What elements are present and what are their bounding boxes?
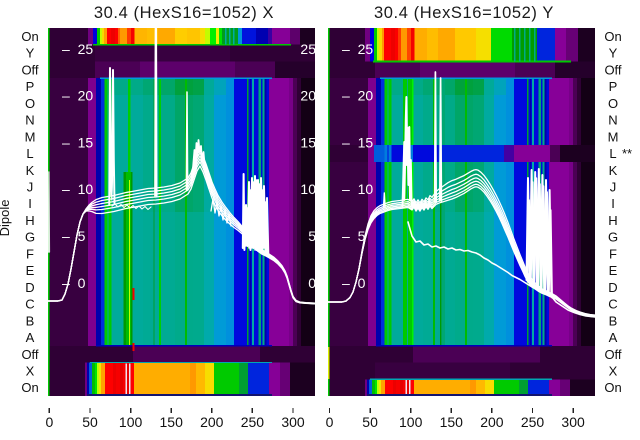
svg-text:L: L <box>609 146 616 161</box>
svg-text:50: 50 <box>82 414 98 430</box>
svg-text:M: M <box>25 129 36 144</box>
svg-text:E: E <box>26 263 35 278</box>
svg-text:G: G <box>608 230 618 245</box>
svg-text:X: X <box>26 364 35 379</box>
svg-text:– 20: – 20 <box>62 88 93 104</box>
svg-text:**: ** <box>622 146 632 161</box>
svg-text:B: B <box>609 313 618 328</box>
svg-text:A: A <box>26 330 35 345</box>
svg-text:O: O <box>25 96 35 111</box>
svg-text:P: P <box>609 79 618 94</box>
svg-text:C: C <box>25 297 34 312</box>
svg-text:J: J <box>27 180 34 195</box>
svg-text:Off: Off <box>604 347 621 362</box>
svg-text:– 20: – 20 <box>342 88 373 104</box>
svg-text:K: K <box>26 163 35 178</box>
svg-text:0: 0 <box>326 414 334 430</box>
svg-text:10: 10 <box>300 181 316 197</box>
svg-text:On: On <box>21 29 38 44</box>
svg-text:– 10: – 10 <box>62 181 93 197</box>
svg-text:– 5: – 5 <box>62 228 86 244</box>
svg-text:150: 150 <box>160 414 184 430</box>
svg-text:100: 100 <box>399 414 423 430</box>
svg-text:200: 200 <box>480 414 504 430</box>
svg-text:0: 0 <box>308 275 316 291</box>
svg-text:E: E <box>609 263 618 278</box>
svg-text:M: M <box>608 129 619 144</box>
svg-text:Off: Off <box>604 62 621 77</box>
svg-text:– 5: – 5 <box>342 228 366 244</box>
svg-text:Off: Off <box>21 347 38 362</box>
svg-text:H: H <box>25 213 34 228</box>
svg-text:Y: Y <box>609 46 618 61</box>
svg-text:30.4 (HexS16=1052) X: 30.4 (HexS16=1052) X <box>94 4 274 22</box>
svg-text:X: X <box>609 364 618 379</box>
svg-text:200: 200 <box>200 414 224 430</box>
svg-text:– 25: – 25 <box>342 41 373 57</box>
svg-text:15: 15 <box>300 134 316 150</box>
svg-text:– 0: – 0 <box>342 275 366 291</box>
svg-text:B: B <box>26 313 35 328</box>
svg-text:On: On <box>604 380 621 395</box>
svg-text:– 0: – 0 <box>62 275 86 291</box>
svg-text:On: On <box>21 380 38 395</box>
svg-text:30.4 (HexS16=1052) Y: 30.4 (HexS16=1052) Y <box>374 4 554 22</box>
svg-text:P: P <box>26 79 35 94</box>
svg-text:100: 100 <box>119 414 143 430</box>
svg-text:300: 300 <box>561 414 585 430</box>
svg-text:50: 50 <box>362 414 378 430</box>
svg-text:G: G <box>25 230 35 245</box>
svg-text:25: 25 <box>300 41 316 57</box>
svg-text:Dipole: Dipole <box>0 200 12 237</box>
svg-text:H: H <box>608 213 617 228</box>
svg-text:L: L <box>26 146 33 161</box>
svg-text:J: J <box>610 180 617 195</box>
svg-text:0: 0 <box>46 414 54 430</box>
svg-text:20: 20 <box>300 88 316 104</box>
svg-text:Off: Off <box>21 62 38 77</box>
svg-text:On: On <box>604 29 621 44</box>
svg-text:N: N <box>608 113 617 128</box>
svg-text:– 15: – 15 <box>342 134 373 150</box>
svg-text:I: I <box>611 196 615 211</box>
svg-text:150: 150 <box>440 414 464 430</box>
svg-text:300: 300 <box>281 414 305 430</box>
svg-text:5: 5 <box>308 228 316 244</box>
svg-text:F: F <box>26 246 34 261</box>
svg-text:F: F <box>609 246 617 261</box>
svg-text:I: I <box>28 196 32 211</box>
svg-text:– 25: – 25 <box>62 41 93 57</box>
svg-text:K: K <box>609 163 618 178</box>
svg-text:D: D <box>25 280 34 295</box>
svg-text:A: A <box>609 330 618 345</box>
svg-text:C: C <box>608 297 617 312</box>
svg-text:O: O <box>608 96 618 111</box>
svg-text:D: D <box>608 280 617 295</box>
svg-text:– 15: – 15 <box>62 134 93 150</box>
svg-text:Y: Y <box>26 46 35 61</box>
svg-text:– 10: – 10 <box>342 181 373 197</box>
svg-text:N: N <box>25 113 34 128</box>
svg-text:250: 250 <box>521 414 545 430</box>
svg-text:250: 250 <box>241 414 265 430</box>
